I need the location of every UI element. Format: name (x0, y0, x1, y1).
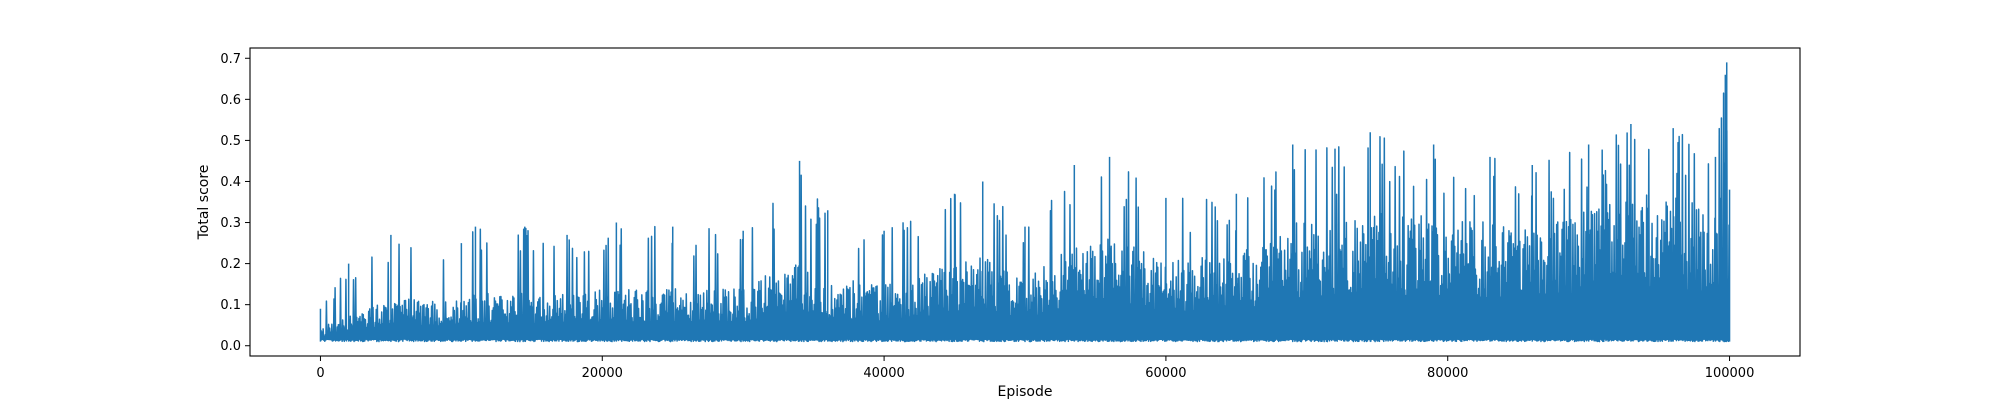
y-tick-label: 0.0 (220, 339, 241, 354)
x-tick-label: 80000 (1427, 366, 1468, 381)
y-tick-label: 0.3 (220, 216, 241, 231)
x-axis-title: Episode (998, 384, 1053, 400)
y-tick-label: 0.7 (220, 52, 241, 67)
y-axis-title: Total score (196, 165, 212, 241)
y-tick-label: 0.5 (220, 134, 241, 149)
y-tick-label: 0.2 (220, 257, 241, 272)
x-tick-label: 0 (316, 366, 324, 381)
y-tick-label: 0.1 (220, 298, 241, 313)
y-axis: 0.0 0.1 0.2 0.3 0.4 0.5 0.6 0.7 (220, 52, 250, 354)
x-tick-label: 20000 (582, 366, 623, 381)
plot-area (249, 47, 1801, 357)
series-group (319, 62, 1731, 343)
x-tick-label: 40000 (863, 366, 904, 381)
series-line-0 (319, 62, 1731, 343)
y-tick-label: 0.6 (220, 93, 241, 108)
y-tick-label: 0.4 (220, 175, 241, 190)
x-tick-label: 100000 (1705, 366, 1755, 381)
x-axis: 0 20000 40000 60000 80000 100000 (316, 356, 1754, 381)
x-tick-label: 60000 (1145, 366, 1186, 381)
plot-frame (249, 47, 1801, 357)
